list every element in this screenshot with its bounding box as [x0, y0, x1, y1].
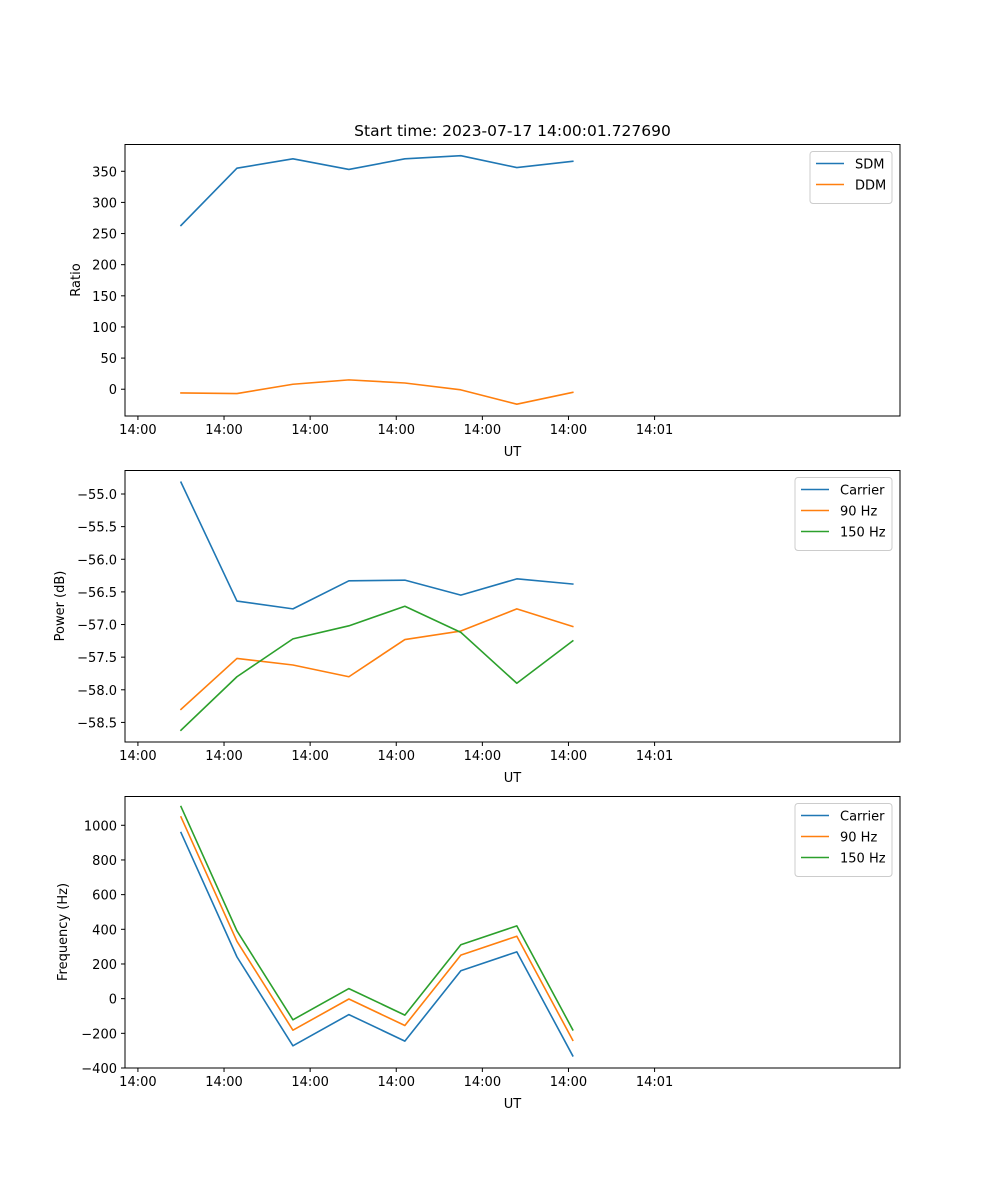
y-tick-label: 1000 — [84, 819, 117, 834]
y-tick-label: 600 — [92, 889, 117, 904]
y-tick-label: 350 — [92, 165, 117, 180]
y-tick-label: 0 — [109, 383, 117, 398]
y-tick-label: −200 — [81, 1027, 117, 1042]
series-line-90-hz — [179, 815, 574, 1042]
legend-label: 150 Hz — [840, 852, 886, 867]
y-tick-label: 100 — [92, 321, 117, 336]
y-tick-label: −400 — [81, 1062, 117, 1077]
x-axis-label: UT — [504, 771, 522, 786]
x-tick-label: 14:00 — [119, 423, 156, 438]
series-line-150-hz — [179, 605, 574, 732]
y-tick-label: −57.5 — [77, 651, 117, 666]
series-line-carrier — [179, 481, 574, 610]
x-tick-label: 14:00 — [464, 1075, 501, 1090]
ratio-plot: Start time: 2023-07-17 14:00:01.727690 1… — [69, 122, 901, 460]
legend: SDM DDM — [809, 151, 893, 204]
y-tick-label: −55.5 — [77, 521, 117, 536]
x-tick-label: 14:00 — [464, 749, 501, 764]
x-tick-label: 14:01 — [636, 749, 673, 764]
x-tick-label: 14:00 — [378, 749, 415, 764]
x-tick-label: 14:00 — [119, 1075, 156, 1090]
y-tick-label: 0 — [109, 993, 117, 1008]
legend-label: Carrier — [840, 810, 885, 825]
x-tick-label: 14:00 — [550, 1075, 587, 1090]
y-tick-label: −55.0 — [77, 488, 117, 503]
y-tick-label: 250 — [92, 228, 117, 243]
x-tick-label: 14:00 — [205, 749, 242, 764]
legend: Carrier 90 Hz 150 Hz — [794, 803, 893, 877]
x-tick-label: 14:00 — [291, 749, 328, 764]
y-tick-label: 800 — [92, 854, 117, 869]
chart-title: Start time: 2023-07-17 14:00:01.727690 — [354, 122, 671, 140]
legend-label: 90 Hz — [840, 505, 877, 520]
y-tick-label: −58.5 — [77, 716, 117, 731]
y-tick-label: −56.5 — [77, 586, 117, 601]
series-line-150-hz — [179, 805, 574, 1031]
power-plot: 14:00 14:00 14:00 14:00 14:00 14:00 14:01 −58.… — [53, 470, 901, 786]
y-tick-label: 400 — [92, 923, 117, 938]
legend-label: 150 Hz — [840, 526, 886, 541]
x-axis-label: UT — [504, 1097, 522, 1112]
y-axis-label: Frequency (Hz) — [56, 883, 71, 981]
legend-label: 90 Hz — [840, 831, 877, 846]
legend: Carrier 90 Hz 150 Hz — [794, 477, 893, 551]
frequency-plot: 14:00 14:00 14:00 14:00 14:00 14:00 14:01 −400… — [56, 796, 901, 1112]
x-tick-label: 14:00 — [205, 423, 242, 438]
x-tick-label: 14:00 — [550, 749, 587, 764]
y-tick-label: 150 — [92, 290, 117, 305]
x-tick-label: 14:00 — [291, 423, 328, 438]
plot-frame — [124, 144, 901, 417]
x-tick-label: 14:00 — [464, 423, 501, 438]
x-tick-label: 14:01 — [636, 1075, 673, 1090]
y-tick-label: 200 — [92, 259, 117, 274]
y-axis-label: Power (dB) — [53, 571, 68, 642]
x-tick-label: 14:00 — [119, 749, 156, 764]
legend-frame — [809, 151, 893, 204]
x-tick-label: 14:00 — [378, 1075, 415, 1090]
y-axis-label: Ratio — [69, 263, 84, 296]
x-tick-label: 14:01 — [636, 423, 673, 438]
y-tick-label: 300 — [92, 196, 117, 211]
y-tick-label: −56.0 — [77, 553, 117, 568]
series-line-ddm — [180, 379, 574, 405]
legend-label: SDM — [855, 158, 884, 173]
x-tick-label: 14:00 — [205, 1075, 242, 1090]
y-tick-label: −58.0 — [77, 684, 117, 699]
x-tick-label: 14:00 — [291, 1075, 328, 1090]
series-line-90-hz — [179, 608, 574, 711]
series-line-sdm — [179, 154, 574, 227]
legend-label: Carrier — [840, 484, 885, 499]
y-tick-label: −57.0 — [77, 619, 117, 634]
y-tick-label: 200 — [92, 958, 117, 973]
x-tick-label: 14:00 — [550, 423, 587, 438]
legend-label: DDM — [855, 179, 886, 194]
x-tick-label: 14:00 — [378, 423, 415, 438]
y-tick-label: 50 — [100, 352, 117, 367]
plot-frame — [124, 796, 901, 1069]
x-axis-label: UT — [504, 445, 522, 460]
plot-frame — [124, 470, 901, 743]
series-line-carrier — [179, 831, 574, 1057]
